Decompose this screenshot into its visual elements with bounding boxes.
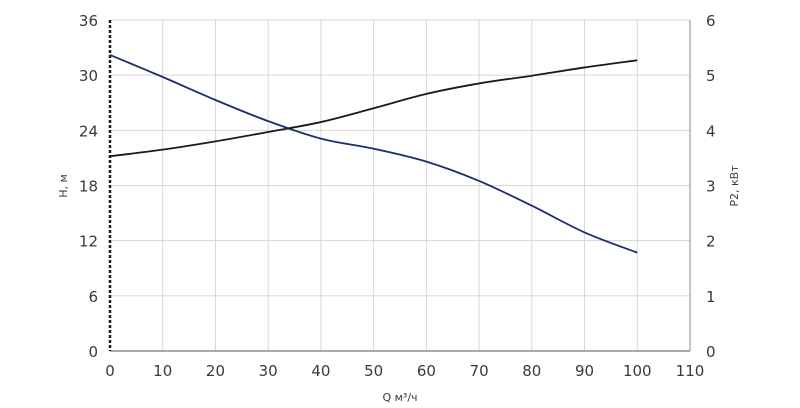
x-tick-label: 40 xyxy=(311,362,330,380)
y-left-tick-label: 30 xyxy=(79,67,98,85)
y-left-tick-label: 12 xyxy=(79,233,98,251)
x-tick-label: 0 xyxy=(105,362,115,380)
y-right-tick-label: 2 xyxy=(706,233,716,251)
y-left-tick-label: 0 xyxy=(88,343,98,361)
x-tick-label: 100 xyxy=(623,362,652,380)
power-curve-line xyxy=(109,59,638,158)
x-tick-label: 10 xyxy=(153,362,172,380)
x-tick-label: 30 xyxy=(259,362,278,380)
y-right-tick-label: 6 xyxy=(706,12,716,30)
series-lines xyxy=(109,54,638,254)
x-tick-label: 80 xyxy=(522,362,541,380)
x-tick-label: 50 xyxy=(364,362,383,380)
head-curve-line xyxy=(109,54,638,254)
y-left-tick-label: 18 xyxy=(79,178,98,196)
tick-labels: 0 10 20 30 40 50 60 70 80 90 100 110061218243036012… xyxy=(79,12,716,380)
x-tick-label: 70 xyxy=(470,362,489,380)
y-right-tick-label: 1 xyxy=(706,288,716,306)
y-right-tick-label: 0 xyxy=(706,343,716,361)
y-axis-right-title: P2, кВт xyxy=(728,165,741,207)
y-left-tick-label: 36 xyxy=(79,12,98,30)
grid xyxy=(110,19,691,351)
y-right-tick-label: 5 xyxy=(706,67,716,85)
x-axis-title: Q м³/ч xyxy=(382,391,417,404)
x-tick-label: 90 xyxy=(575,362,594,380)
x-tick-label: 110 xyxy=(676,362,705,380)
y-left-tick-label: 6 xyxy=(88,288,98,306)
x-tick-label: 60 xyxy=(417,362,436,380)
y-left-tick-label: 24 xyxy=(79,122,98,140)
x-tick-label: 20 xyxy=(206,362,225,380)
y-axis-left-title: H, м xyxy=(57,174,70,198)
axes xyxy=(108,20,691,352)
y-right-tick-label: 3 xyxy=(706,178,716,196)
y-right-tick-label: 4 xyxy=(706,122,716,140)
